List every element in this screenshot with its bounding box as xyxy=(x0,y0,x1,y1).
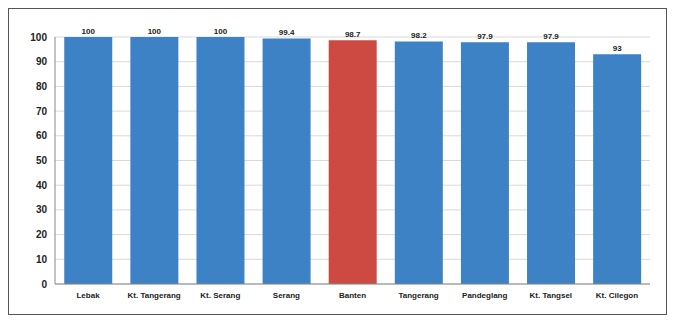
svg-text:97.9: 97.9 xyxy=(543,32,559,41)
svg-text:98.7: 98.7 xyxy=(345,30,361,39)
svg-text:98.2: 98.2 xyxy=(411,31,427,40)
svg-text:100: 100 xyxy=(214,27,228,36)
svg-text:100: 100 xyxy=(30,32,47,43)
svg-text:Kt. Cilegon: Kt. Cilegon xyxy=(596,291,638,300)
svg-text:40: 40 xyxy=(36,180,48,191)
svg-text:Tangerang: Tangerang xyxy=(398,291,438,300)
svg-text:30: 30 xyxy=(36,204,48,215)
svg-text:60: 60 xyxy=(36,130,48,141)
svg-text:Kt. Serang: Kt. Serang xyxy=(200,291,240,300)
svg-text:10: 10 xyxy=(36,254,48,265)
svg-text:70: 70 xyxy=(36,106,48,117)
svg-text:93: 93 xyxy=(613,44,622,53)
svg-text:Kt. Tangerang: Kt. Tangerang xyxy=(128,291,181,300)
svg-text:50: 50 xyxy=(36,155,48,166)
svg-text:Kt. Tangsel: Kt. Tangsel xyxy=(530,291,573,300)
svg-text:80: 80 xyxy=(36,81,48,92)
svg-text:100: 100 xyxy=(82,27,96,36)
svg-text:Banten: Banten xyxy=(339,291,366,300)
svg-text:20: 20 xyxy=(36,229,48,240)
svg-text:0: 0 xyxy=(41,279,47,290)
svg-text:Pandeglang: Pandeglang xyxy=(462,291,507,300)
svg-text:99.4: 99.4 xyxy=(279,28,295,37)
svg-text:90: 90 xyxy=(36,56,48,67)
svg-text:Lebak: Lebak xyxy=(76,291,100,300)
svg-text:100: 100 xyxy=(148,27,162,36)
svg-text:97.9: 97.9 xyxy=(477,32,493,41)
svg-text:Serang: Serang xyxy=(273,291,300,300)
